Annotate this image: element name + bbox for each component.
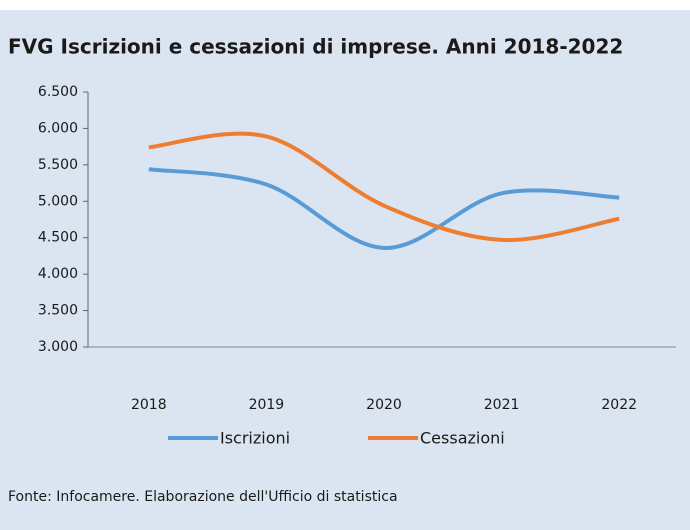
x-tick-label: 2019 bbox=[249, 397, 285, 413]
y-tick-label: 3.500 bbox=[38, 303, 78, 319]
x-tick-label: 2018 bbox=[131, 397, 167, 413]
legend-label: Iscrizioni bbox=[220, 429, 290, 448]
x-tick-label: 2022 bbox=[601, 397, 637, 413]
y-tick-label: 5.000 bbox=[38, 193, 78, 209]
y-tick-label: 4.500 bbox=[38, 230, 78, 246]
y-tick-label: 6.500 bbox=[38, 84, 78, 100]
background bbox=[0, 10, 690, 530]
y-tick-label: 4.000 bbox=[38, 266, 78, 282]
x-tick-label: 2020 bbox=[366, 397, 402, 413]
data-line bbox=[148, 167, 620, 250]
chart-title: FVG Iscrizioni e cessazioni di imprese. … bbox=[8, 35, 623, 59]
data-line bbox=[148, 131, 620, 243]
y-tick-label: 6.000 bbox=[38, 120, 78, 136]
source-note: Fonte: Infocamere. Elaborazione dell'Uff… bbox=[8, 489, 398, 505]
x-tick-label: 2021 bbox=[484, 397, 520, 413]
y-tick-label: 5.500 bbox=[38, 157, 78, 173]
y-tick-label: 3.000 bbox=[38, 339, 78, 355]
legend-label: Cessazioni bbox=[420, 429, 505, 448]
